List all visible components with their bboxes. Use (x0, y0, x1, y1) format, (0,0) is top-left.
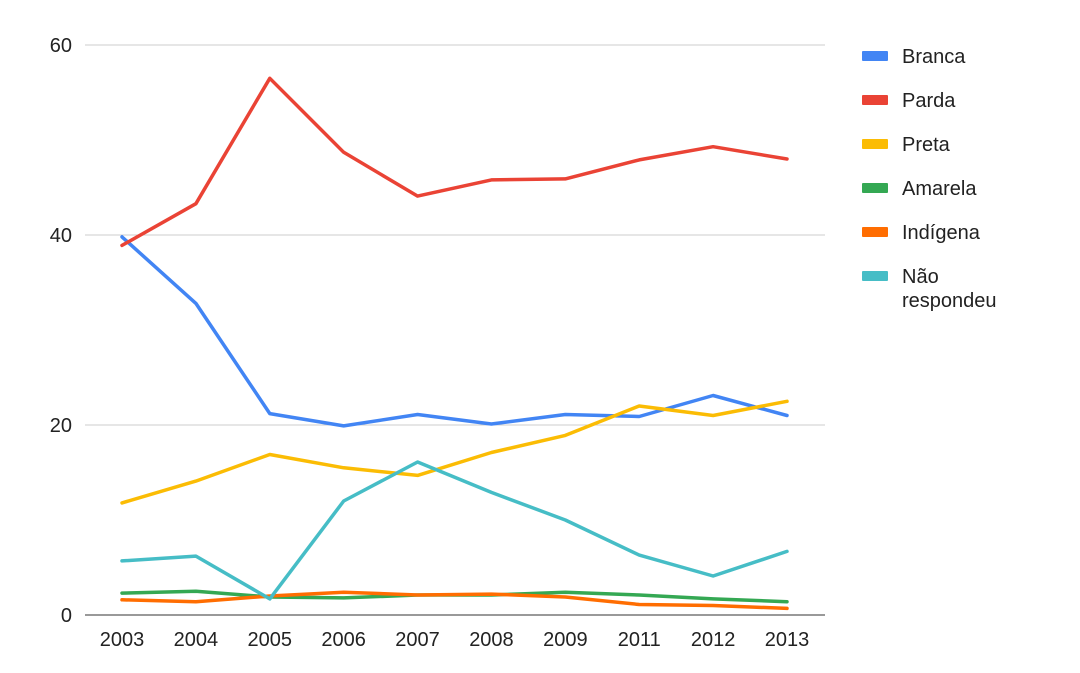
x-axis-ticks: 2003 2004 2005 2006 2007 2008 2009 2011 2012 2013 (100, 629, 810, 651)
x-tick-label: 2008 (469, 629, 514, 651)
series-line-parda (120, 76, 789, 248)
legend-swatch-branca (862, 51, 888, 61)
x-tick-label: 2009 (543, 629, 588, 651)
series-line-nao-respondeu (120, 460, 789, 601)
legend-label-branca: Branca (902, 46, 966, 68)
legend-label-preta: Preta (902, 134, 951, 156)
y-tick-label: 60 (50, 35, 72, 57)
grid-layer (85, 44, 825, 616)
legend-label-nao-respondeu: Não respondeu (902, 266, 997, 312)
legend-swatch-nao-respondeu (862, 271, 888, 281)
x-tick-label: 2006 (321, 629, 366, 651)
legend-swatch-preta (862, 139, 888, 149)
y-axis-ticks: 0 20 40 60 (50, 35, 72, 627)
y-tick-label: 0 (61, 605, 72, 627)
legend-label-indigena: Indígena (902, 222, 981, 244)
legend-label-amarela: Amarela (902, 178, 977, 200)
legend-label-parda: Parda (902, 90, 956, 112)
series-line-branca (120, 235, 789, 428)
x-tick-label: 2004 (174, 629, 219, 651)
x-tick-label: 2011 (618, 629, 661, 651)
x-tick-label: 2007 (395, 629, 440, 651)
x-tick-label: 2013 (765, 629, 810, 651)
legend-swatch-parda (862, 95, 888, 105)
x-tick-label: 2005 (248, 629, 293, 651)
series-line-indigena (120, 590, 789, 611)
legend-swatch-amarela (862, 183, 888, 193)
legend: Branca Parda Preta Amarela Indígena Não respon… (862, 46, 997, 312)
y-tick-label: 20 (50, 415, 72, 437)
series-line-preta (120, 399, 789, 505)
x-tick-label: 2012 (691, 629, 736, 651)
x-tick-label: 2003 (100, 629, 145, 651)
y-tick-label: 40 (50, 225, 72, 247)
legend-swatch-indigena (862, 227, 888, 237)
series-layer (120, 76, 789, 611)
